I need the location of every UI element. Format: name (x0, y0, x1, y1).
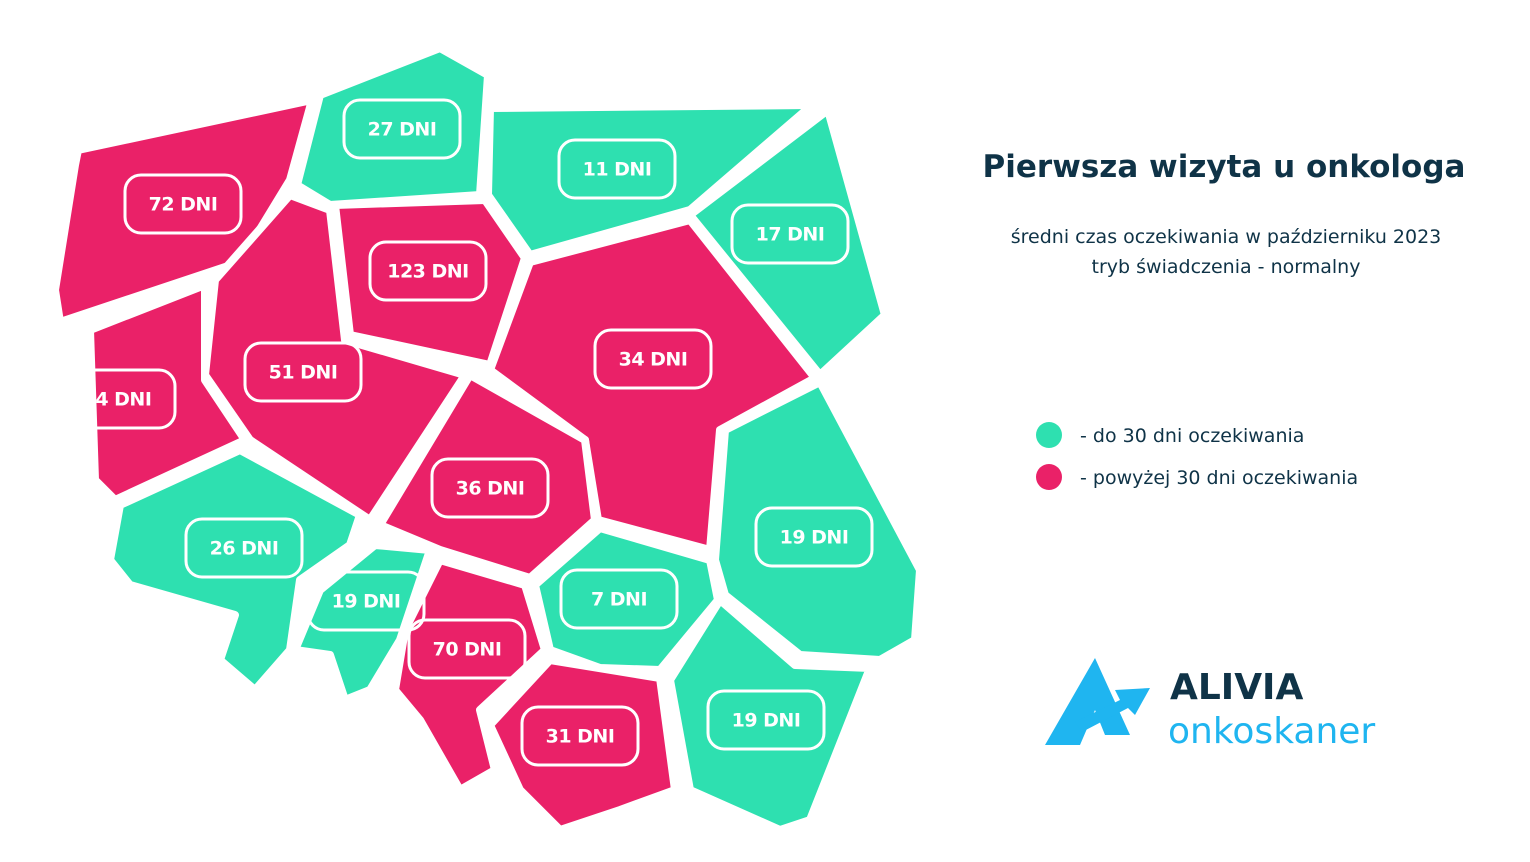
region (666, 596, 874, 834)
legend-marker (1036, 422, 1062, 448)
region (376, 371, 599, 582)
region-pill (123, 173, 243, 235)
region-pill (243, 341, 363, 403)
region-pill (559, 568, 679, 630)
region (331, 196, 529, 369)
title: Pierwsza wizyta u onkologa (983, 149, 1466, 185)
region-label: 51 DNI (269, 362, 338, 384)
region-pill (754, 506, 874, 568)
region-label: 34 DNI (619, 349, 688, 371)
subtitle: średni czas oczekiwania w październiku 2… (1011, 226, 1442, 248)
region (291, 541, 434, 704)
region (201, 191, 469, 524)
region-label: 19 DNI (332, 591, 401, 613)
legend-label: - powyżej 30 dni oczekiwania (1080, 467, 1358, 489)
region (293, 44, 492, 209)
logo: ALIVIA onkoskaner (1045, 658, 1375, 752)
logo-product: onkoskaner (1168, 711, 1375, 752)
region-pill (342, 98, 462, 160)
legend-marker (1036, 464, 1062, 490)
region-pill (430, 457, 550, 519)
legend: - do 30 dni oczekiwania - powyżej 30 dni … (1036, 422, 1358, 490)
region-label: 72 DNI (149, 194, 218, 216)
logo-mark (1045, 658, 1130, 745)
region (531, 524, 722, 674)
region-pill (306, 570, 426, 632)
region-label: 17 DNI (756, 224, 825, 246)
region-pill (593, 328, 713, 390)
region (51, 96, 316, 326)
region (686, 106, 889, 379)
region-pill (57, 368, 177, 430)
region-pill (520, 705, 640, 767)
legend-label: - do 30 dni oczekiwania (1080, 425, 1304, 447)
region-label: 70 DNI (433, 639, 502, 661)
region-label: 44 DNI (83, 389, 152, 411)
region-pill (368, 240, 488, 302)
region-pill (706, 689, 826, 751)
region-label: 123 DNI (387, 261, 469, 283)
region-label: 11 DNI (583, 159, 652, 181)
region-label: 31 DNI (546, 726, 615, 748)
region-pill (730, 203, 850, 265)
region-label: 7 DNI (591, 589, 647, 611)
region (86, 281, 249, 504)
region (486, 216, 819, 554)
region (711, 378, 924, 664)
region-label: 36 DNI (456, 478, 525, 500)
region-label: 27 DNI (368, 119, 437, 141)
logo-brand: ALIVIA (1170, 667, 1303, 708)
region (106, 446, 364, 694)
region-label: 19 DNI (780, 527, 849, 549)
region-label: 26 DNI (210, 538, 279, 560)
region (486, 656, 679, 834)
region-pill (557, 138, 677, 200)
region (391, 556, 549, 794)
map: 72 DNI 27 DNI 11 DNI 17 DNI 123 DNI 51 DNI 44 … (51, 44, 924, 834)
region-pill (184, 517, 304, 579)
logo-arrow (1075, 688, 1150, 732)
region-label: 19 DNI (732, 710, 801, 732)
region-pill (407, 618, 527, 680)
subtitle: tryb świadczenia - normalny (1092, 256, 1361, 278)
